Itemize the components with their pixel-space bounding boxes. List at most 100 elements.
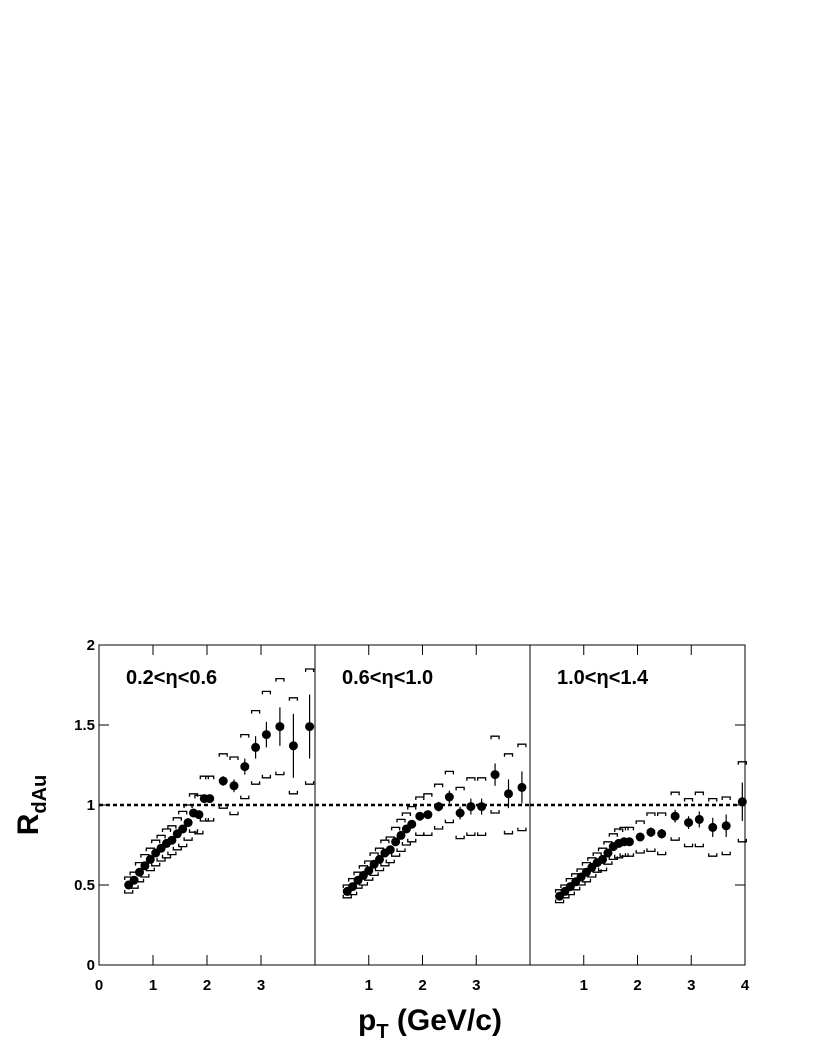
data-point [178, 824, 188, 834]
panel-annotation: 0.6<η<1.0 [342, 667, 433, 689]
sys-bracket-upper [380, 839, 390, 844]
data-point [275, 722, 285, 732]
data-point [434, 802, 444, 812]
data-point [218, 776, 228, 786]
sys-bracket-lower [250, 781, 261, 785]
sys-bracket-lower [466, 832, 476, 837]
sys-bracket-lower [503, 830, 514, 835]
sys-bracket-lower [156, 858, 166, 862]
data-point [657, 829, 667, 839]
sys-bracket-upper [476, 777, 487, 781]
data-point [721, 821, 731, 831]
sys-bracket-upper [614, 828, 624, 832]
sys-bracket-lower [560, 894, 570, 899]
y-tick-label: 1.5 [74, 717, 95, 734]
sys-bracket-upper [737, 761, 747, 765]
sys-bracket-lower [694, 843, 704, 848]
data-point [129, 875, 139, 885]
sys-bracket-upper [683, 797, 694, 802]
sys-bracket-lower [571, 886, 581, 891]
data-point [517, 782, 527, 792]
sys-bracket-lower [624, 853, 635, 857]
sys-bracket-lower [205, 818, 215, 822]
sys-bracket-lower [124, 890, 134, 894]
sys-bracket-lower [407, 838, 417, 843]
sys-bracket-lower [401, 842, 412, 846]
sys-bracket-upper [444, 770, 455, 775]
sys-bracket-lower [188, 829, 199, 833]
sys-bracket-lower [576, 882, 586, 886]
sys-bracket-upper [517, 743, 527, 748]
sys-bracket-lower [145, 867, 155, 872]
data-point [240, 762, 250, 772]
sys-bracket-lower [517, 827, 527, 832]
data-point [444, 792, 454, 802]
x-axis-label: pT (GeV/c) [358, 1004, 502, 1043]
data-point [375, 854, 384, 864]
sys-bracket-upper [161, 828, 172, 832]
sys-bracket-lower [565, 891, 575, 896]
sys-bracket-lower [167, 851, 177, 856]
sys-bracket-lower [374, 867, 385, 872]
sys-bracket-lower [670, 837, 680, 841]
sys-bracket-lower [172, 846, 182, 851]
x-tick-label: 2 [418, 977, 426, 994]
sys-bracket-upper [218, 753, 228, 757]
data-point [229, 781, 239, 791]
sys-bracket-lower [304, 781, 315, 785]
sys-bracket-upper [708, 797, 718, 802]
sys-bracket-upper [261, 690, 272, 695]
panel-annotation: 0.2<η<0.6 [126, 667, 217, 689]
sys-bracket-lower [275, 771, 285, 776]
sys-bracket-upper [503, 753, 514, 757]
sys-bracket-lower [151, 862, 161, 867]
data-point [598, 854, 608, 864]
x-tick-label: 4 [741, 977, 750, 994]
data-point [194, 810, 204, 820]
data-point [624, 837, 634, 847]
data-point [391, 837, 401, 847]
y-tick-label: 1 [87, 797, 95, 814]
data-point [140, 861, 150, 871]
sys-bracket-lower [455, 835, 465, 840]
sys-bracket-upper [694, 791, 704, 796]
sys-bracket-upper [619, 826, 629, 831]
sys-bracket-lower [178, 843, 188, 848]
x-tick-label: 2 [203, 977, 211, 994]
sys-bracket-upper [390, 826, 401, 831]
sys-bracket-lower [140, 874, 150, 878]
sys-bracket-lower [619, 853, 629, 857]
data-point [183, 818, 193, 828]
sys-bracket-lower [199, 818, 209, 822]
sys-bracket-lower [721, 851, 731, 856]
sys-bracket-lower [240, 795, 250, 800]
sys-bracket-upper [635, 820, 645, 824]
sys-bracket-upper [167, 825, 177, 829]
sys-bracket-lower [380, 862, 390, 867]
sys-bracket-upper [490, 735, 500, 740]
sys-bracket-upper [369, 852, 379, 856]
sys-bracket-upper [151, 839, 161, 844]
y-tick-label: 2 [87, 637, 95, 654]
data-point [167, 835, 177, 845]
sys-bracket-lower [415, 832, 425, 837]
sys-bracket-lower [194, 830, 204, 835]
sys-bracket-lower [433, 826, 444, 830]
sys-bracket-lower [358, 882, 369, 886]
sys-bracket-lower [396, 848, 406, 853]
sys-bracket-upper [229, 756, 239, 760]
sys-bracket-lower [444, 819, 455, 824]
x-axis-label-rest: (GeV/c) [389, 1004, 502, 1037]
x-axis-label-main: p [358, 1004, 376, 1037]
data-point [407, 819, 417, 829]
sys-bracket-upper [250, 709, 261, 714]
data-point [635, 832, 645, 842]
data-point [415, 811, 425, 821]
sys-bracket-upper [423, 793, 433, 797]
sys-bracket-upper [172, 817, 182, 821]
sys-bracket-upper [657, 812, 667, 816]
sys-bracket-lower [683, 843, 694, 848]
sys-bracket-lower [385, 859, 395, 864]
data-point [423, 810, 433, 820]
sys-bracket-upper [433, 783, 444, 788]
